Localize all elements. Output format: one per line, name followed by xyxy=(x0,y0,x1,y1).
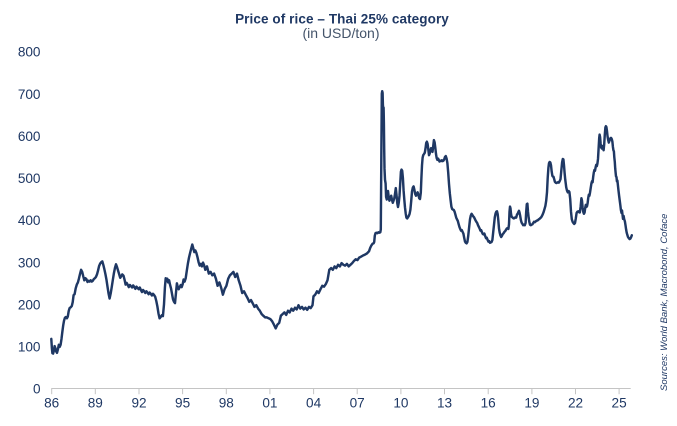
svg-text:89: 89 xyxy=(88,396,103,411)
svg-text:19: 19 xyxy=(524,396,539,411)
svg-text:16: 16 xyxy=(481,396,496,411)
svg-text:95: 95 xyxy=(175,396,190,411)
svg-text:92: 92 xyxy=(131,396,146,411)
svg-text:600: 600 xyxy=(18,129,41,144)
svg-text:200: 200 xyxy=(18,298,41,313)
svg-text:(in USD/ton): (in USD/ton) xyxy=(302,25,379,41)
svg-text:25: 25 xyxy=(612,396,627,411)
svg-text:13: 13 xyxy=(437,396,452,411)
svg-text:10: 10 xyxy=(393,396,409,411)
svg-text:98: 98 xyxy=(219,396,234,411)
svg-text:86: 86 xyxy=(44,396,59,411)
svg-text:04: 04 xyxy=(306,396,322,411)
svg-text:100: 100 xyxy=(18,340,41,355)
svg-text:700: 700 xyxy=(18,87,41,102)
svg-text:500: 500 xyxy=(18,171,41,186)
svg-text:Sources: World Bank, Macrobond: Sources: World Bank, Macrobond, Coface xyxy=(659,214,670,391)
svg-text:0: 0 xyxy=(33,382,41,397)
svg-text:800: 800 xyxy=(18,45,41,60)
svg-text:01: 01 xyxy=(262,396,277,411)
svg-text:300: 300 xyxy=(18,255,41,270)
svg-text:22: 22 xyxy=(568,396,583,411)
svg-text:400: 400 xyxy=(18,213,41,228)
svg-text:Price of rice – Thai 25% categ: Price of rice – Thai 25% category xyxy=(235,12,449,27)
svg-text:07: 07 xyxy=(350,396,365,411)
